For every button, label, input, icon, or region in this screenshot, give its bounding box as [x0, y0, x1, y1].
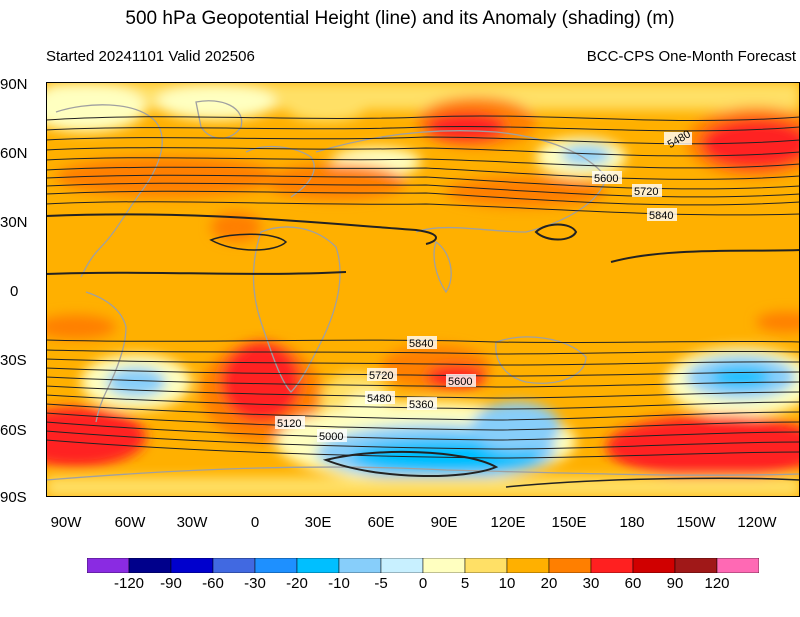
chart-title: 500 hPa Geopotential Height (line) and i… [125, 8, 675, 29]
anomaly-blob [471, 402, 561, 452]
colorbar-cell [590, 558, 634, 573]
anomaly-blob [46, 82, 146, 132]
lon-label: 60W [114, 514, 146, 531]
colorbar-cell [632, 558, 676, 573]
coastline-antarctica [46, 466, 800, 481]
contour-label: 5360 [409, 399, 433, 411]
lon-label: 120W [737, 514, 777, 531]
colorbar-cell [548, 558, 592, 573]
coastline-australia [495, 336, 587, 384]
lon-label: 150W [676, 514, 716, 531]
contour-label: 5720 [634, 186, 658, 198]
lon-label: 150E [551, 514, 587, 531]
height-contours [46, 115, 800, 488]
colorbar-cell [87, 558, 130, 573]
colorbar-label: -30 [244, 575, 266, 592]
lat-label: 60N [0, 145, 28, 162]
contour-label: 5840 [409, 338, 433, 350]
anomaly-blob [46, 407, 146, 467]
lat-label: 0 [10, 283, 19, 300]
anomaly-blob [286, 92, 366, 122]
contour-label: 5000 [319, 431, 343, 443]
anomaly-blob [711, 367, 771, 387]
colorbar-cell [422, 558, 466, 573]
anomaly-blob [156, 84, 276, 120]
lon-label: 0 [250, 514, 260, 531]
colorbar-label: -20 [286, 575, 308, 592]
colorbar-cell [254, 558, 298, 573]
contour-label: 5480 [367, 393, 391, 405]
contour-label: 5600 [448, 376, 472, 388]
coastline-india [433, 240, 452, 294]
colorbar-cell [716, 558, 759, 573]
colorbar-cell [380, 558, 424, 573]
anomaly-blob [606, 415, 800, 479]
anomaly-blob [561, 145, 611, 165]
coastline-asia [315, 130, 607, 233]
colorbar-label: 120 [704, 575, 730, 592]
coastline-africa [252, 226, 341, 393]
lon-label: 90E [430, 514, 458, 531]
colorbar-cell [296, 558, 340, 573]
lat-label: 90N [0, 76, 28, 93]
colorbar-label: 0 [418, 575, 428, 592]
colorbar-label: 5 [460, 575, 470, 592]
colorbar-label: -90 [160, 575, 182, 592]
lon-label: 180 [619, 514, 645, 531]
colorbar-label: -5 [374, 575, 388, 592]
contour-label: 5840 [649, 210, 673, 222]
contour-label: 5720 [369, 370, 393, 382]
colorbar-label: -10 [328, 575, 350, 592]
lon-label: 60E [367, 514, 395, 531]
anomaly-blob [266, 164, 406, 200]
anomaly-map: 5480 5600 5720 5840 5840 5720 5600 5480 … [46, 82, 800, 497]
lon-label: 30W [176, 514, 208, 531]
anomaly-blob [701, 119, 800, 169]
contour-label: 5600 [594, 173, 618, 185]
coastline-greenland [195, 100, 243, 139]
lat-label: 30N [0, 214, 28, 231]
colorbar-label: 30 [582, 575, 600, 592]
anomaly-blob [446, 177, 606, 207]
colorbar-cell [170, 558, 214, 573]
colorbar-cell [338, 558, 382, 573]
colorbar-cell [128, 558, 172, 573]
coastline-south-america [85, 291, 127, 423]
colorbar-cell [464, 558, 508, 573]
forecast-dates: Started 20241101 Valid 202506 [46, 48, 255, 65]
anomaly-blob [221, 342, 301, 422]
lon-label: 120E [490, 514, 526, 531]
colorbar-label: 20 [540, 575, 558, 592]
lat-label: 90S [0, 489, 27, 506]
colorbar-cell [212, 558, 256, 573]
colorbar-cell [506, 558, 550, 573]
colorbar-cell [674, 558, 718, 573]
lon-label: 90W [50, 514, 82, 531]
colorbar-label: -60 [202, 575, 224, 592]
lon-label: 30E [304, 514, 332, 531]
anomaly-blob [756, 312, 800, 332]
contour-label: 5120 [277, 418, 301, 430]
lat-label: 30S [0, 352, 27, 369]
coastline-north-america [55, 104, 163, 278]
anomaly-blob [46, 315, 116, 339]
colorbar-label: 60 [624, 575, 642, 592]
coastline-europe [245, 145, 315, 198]
colorbar-label: 10 [498, 575, 516, 592]
forecast-source: BCC-CPS One-Month Forecast [586, 48, 796, 65]
colorbar-label: -120 [113, 575, 145, 592]
antarctic-band [46, 477, 800, 497]
lat-label: 60S [0, 422, 27, 439]
colorbar-label: 90 [666, 575, 684, 592]
colorbar [87, 558, 759, 573]
